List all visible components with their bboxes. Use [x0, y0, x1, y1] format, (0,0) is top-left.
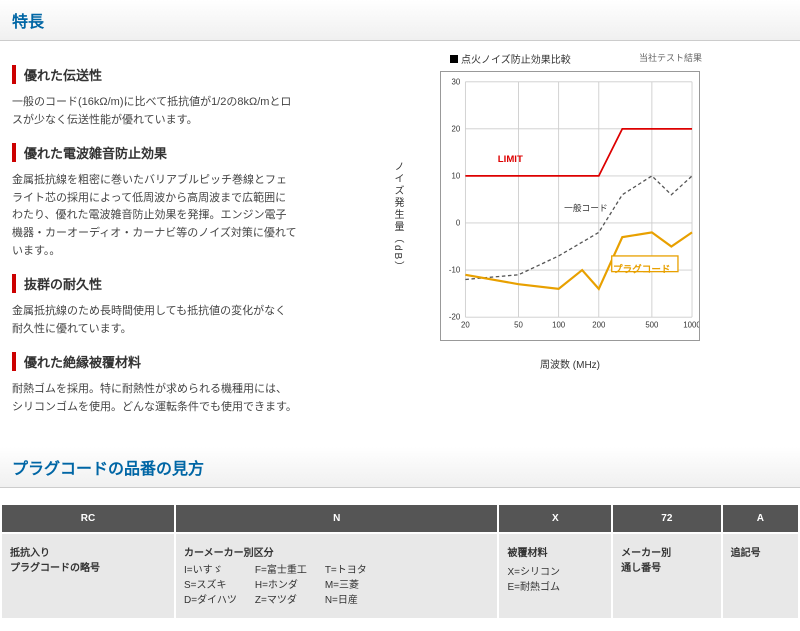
sub-heading: 優れた電波雑音防止効果 [12, 143, 297, 162]
table-header: N [175, 504, 498, 533]
svg-text:-20: -20 [449, 313, 461, 322]
chart-plot: -20 -10 0 10 20 30 20 50 100 200 500 1000 LIMIT 一般コード… [440, 71, 700, 341]
body-text: 一般のコード(16kΩ/m)に比べて抵抗値が1/2の8kΩ/mとロスが少なく伝送… [12, 94, 297, 129]
part-number-title: プラグコードの品番の見方 [0, 447, 800, 488]
svg-text:10: 10 [451, 172, 460, 181]
svg-text:0: 0 [456, 219, 461, 228]
table-header: A [722, 504, 799, 533]
svg-text:500: 500 [645, 321, 659, 330]
svg-text:-10: -10 [449, 266, 461, 275]
sub-heading: 優れた絶縁被覆材料 [12, 352, 297, 371]
table-cell: メーカー別 通し番号 [612, 533, 722, 619]
svg-text:20: 20 [461, 321, 470, 330]
chart-note: 当社テスト結果 [639, 51, 702, 64]
content-wrap: 優れた伝送性 一般のコード(16kΩ/m)に比べて抵抗値が1/2の8kΩ/mとロ… [0, 41, 800, 427]
table-cell: 抵抗入り プラグコードの略号 [1, 533, 175, 619]
part-number-table: RCNX72A 抵抗入り プラグコードの略号カーメーカー別区分I=いすゞS=スズ… [0, 503, 800, 620]
body-text: 耐熱ゴムを採用。特に耐熱性が求められる機種用には、シリコンゴムを使用。どんな運転… [12, 381, 297, 416]
svg-text:一般コード: 一般コード [564, 202, 608, 213]
svg-text:200: 200 [592, 321, 606, 330]
x-axis-label: 周波数 (MHz) [540, 356, 600, 371]
table-cell: 追記号 [722, 533, 799, 619]
y-axis-label: ノイズ発生量（dB） [390, 161, 405, 273]
svg-text:100: 100 [552, 321, 566, 330]
svg-text:LIMIT: LIMIT [498, 154, 523, 165]
svg-text:20: 20 [451, 124, 460, 133]
table-cell: カーメーカー別区分I=いすゞS=スズキD=ダイハツF=富士重工H=ホンダZ=マツ… [175, 533, 498, 619]
chart-title: 点火ノイズ防止効果比較 [450, 51, 571, 66]
right-column: 点火ノイズ防止効果比較 当社テスト結果 ノイズ発生量（dB） -20 -10 0 10… [312, 51, 788, 417]
svg-text:50: 50 [514, 321, 523, 330]
table-cell: 被覆材料X=シリコンE=耐熱ゴム [498, 533, 612, 619]
table-header: 72 [612, 504, 722, 533]
body-text: 金属抵抗線のため長時間使用しても抵抗値の変化がなく耐久性に優れています。 [12, 303, 297, 338]
svg-text:30: 30 [451, 77, 460, 86]
noise-chart: 点火ノイズ防止効果比較 当社テスト結果 ノイズ発生量（dB） -20 -10 0 10… [390, 51, 710, 371]
svg-text:プラグコード: プラグコード [613, 263, 670, 275]
left-column: 優れた伝送性 一般のコード(16kΩ/m)に比べて抵抗値が1/2の8kΩ/mとロ… [12, 51, 312, 417]
body-text: 金属抵抗線を粗密に巻いたバリアブルピッチ巻線とフェライト芯の採用によって低周波か… [12, 172, 297, 260]
table-header: RC [1, 504, 175, 533]
svg-text:1000: 1000 [683, 321, 700, 330]
features-title: 特長 [0, 0, 800, 41]
sub-heading: 優れた伝送性 [12, 65, 297, 84]
sub-heading: 抜群の耐久性 [12, 274, 297, 293]
table-header: X [498, 504, 612, 533]
